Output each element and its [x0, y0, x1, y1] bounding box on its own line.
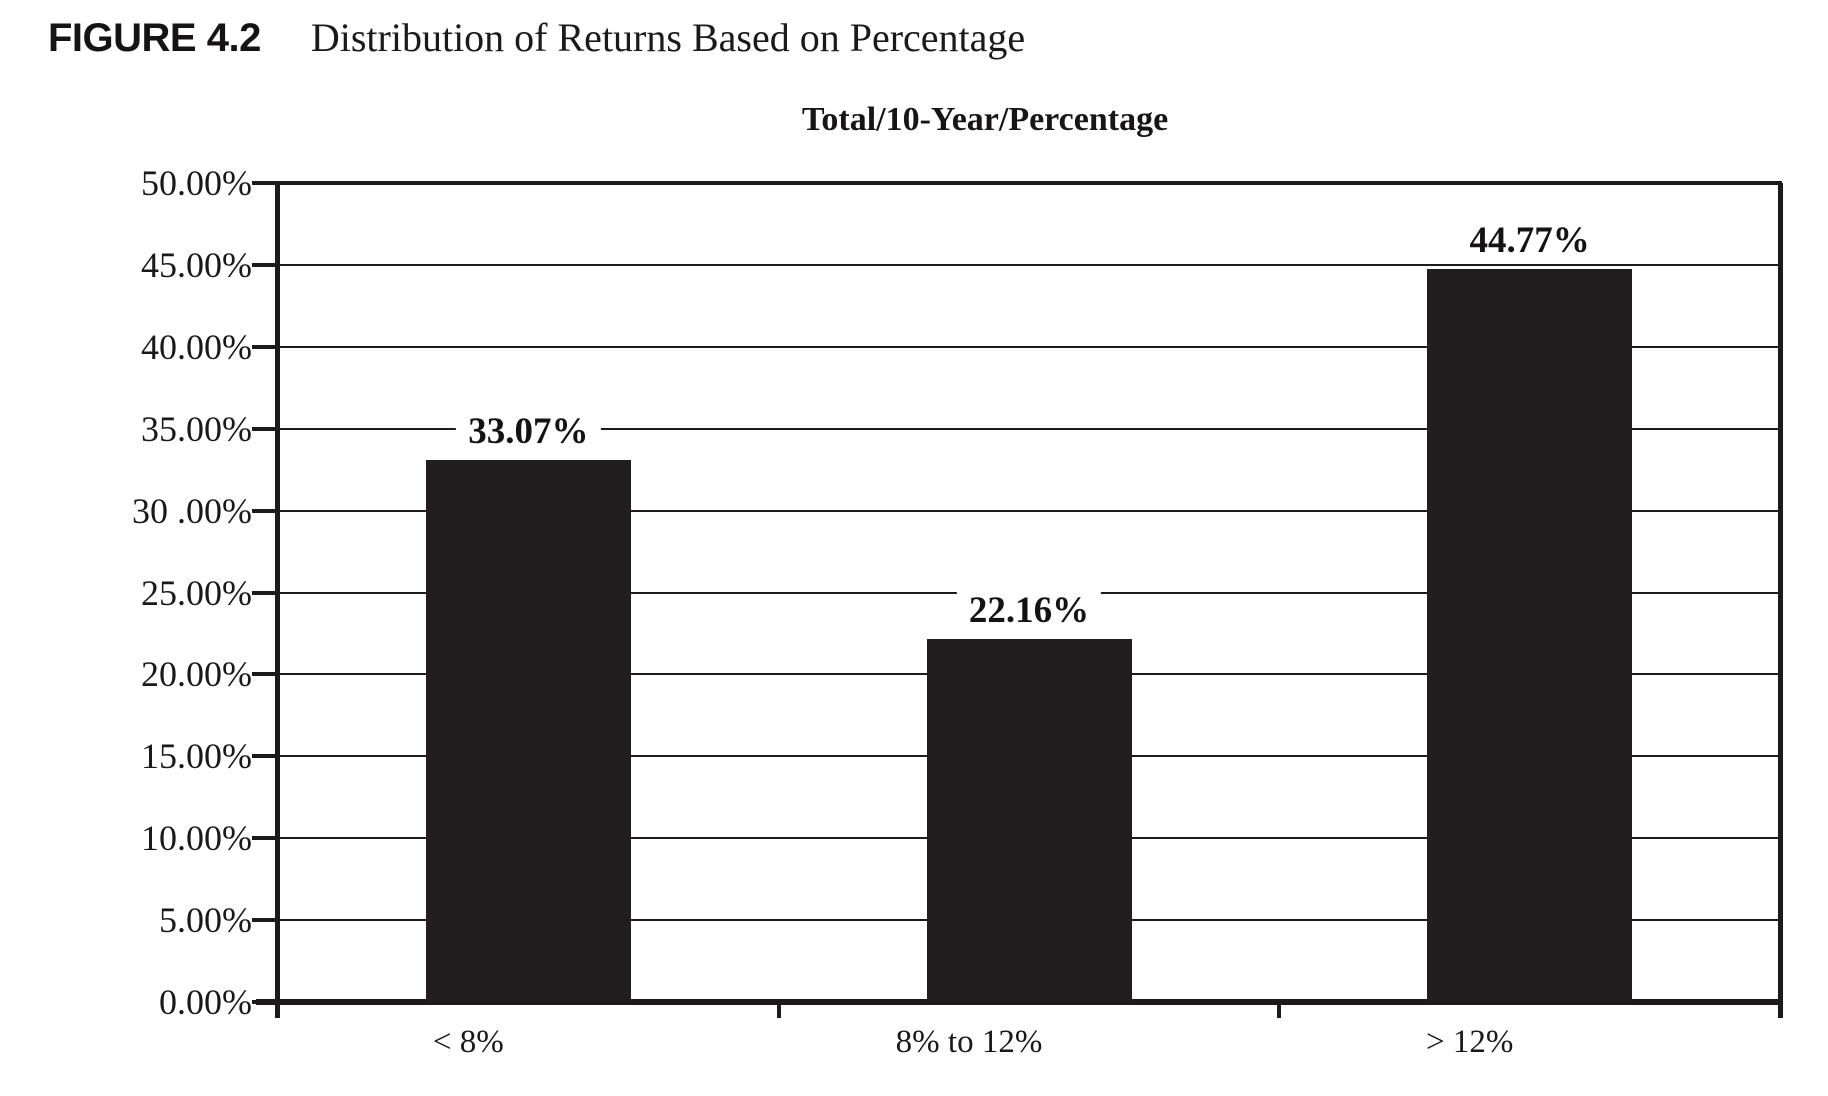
y-axis-tick-label: 0.00%	[159, 982, 252, 1022]
y-tick	[252, 672, 278, 677]
bar	[1427, 268, 1633, 1002]
x-axis-category-label: > 12%	[1425, 1024, 1514, 1060]
y-axis-tick-label: 50.00%	[141, 163, 252, 203]
bar	[425, 460, 631, 1002]
y-tick	[252, 262, 278, 267]
x-tick	[1277, 1002, 1282, 1018]
y-tick	[252, 508, 278, 513]
x-axis-category-label: < 8%	[432, 1024, 504, 1060]
y-axis-tick-label: 20.00%	[141, 654, 252, 695]
plot-top-border	[278, 181, 1782, 185]
y-axis-tick-label: 25.00%	[141, 572, 252, 613]
gridline	[278, 345, 1780, 348]
gridline	[278, 427, 1780, 430]
y-axis-tick-label: 45.00%	[141, 244, 252, 285]
chart-title: Total/10-Year/Percentage	[801, 101, 1169, 138]
gridline	[278, 263, 1780, 266]
y-axis-tick-label: 10.00%	[141, 818, 252, 859]
y-axis-tick-label: 30 .00%	[132, 490, 252, 531]
y-axis-tick-label: 35.00%	[141, 408, 252, 449]
y-tick	[252, 426, 278, 431]
bar	[926, 639, 1132, 1002]
y-axis-tick-label: 15.00%	[141, 736, 252, 777]
x-axis-line	[256, 999, 1780, 1005]
y-axis-line	[275, 183, 280, 1018]
y-axis-tick-label: 5.00%	[159, 900, 252, 941]
bar-value-label: 44.77%	[1457, 218, 1602, 263]
y-tick	[252, 836, 278, 841]
y-tick	[252, 181, 278, 185]
x-tick	[776, 1002, 781, 1018]
x-axis-category-label: 8% to 12%	[895, 1024, 1043, 1060]
y-axis-tick-label: 40.00%	[141, 326, 252, 367]
bar-value-label: 33.07%	[456, 410, 601, 455]
figure-title: Distribution of Returns Based on Percent…	[310, 15, 1026, 60]
plot-right-border	[1778, 183, 1783, 1018]
y-tick	[252, 754, 278, 759]
figure-label: FIGURE 4.2	[48, 16, 261, 60]
y-tick	[252, 1000, 278, 1004]
bar-value-label: 22.16%	[956, 589, 1102, 634]
y-tick	[252, 590, 278, 595]
plot-area: 33.07% 22.16% 44.77%	[252, 181, 1783, 1018]
gridline	[278, 509, 1780, 512]
y-tick	[252, 344, 278, 349]
figure-heading: FIGURE 4.2 Distribution of Returns Based…	[48, 14, 1025, 61]
y-tick	[252, 918, 278, 923]
